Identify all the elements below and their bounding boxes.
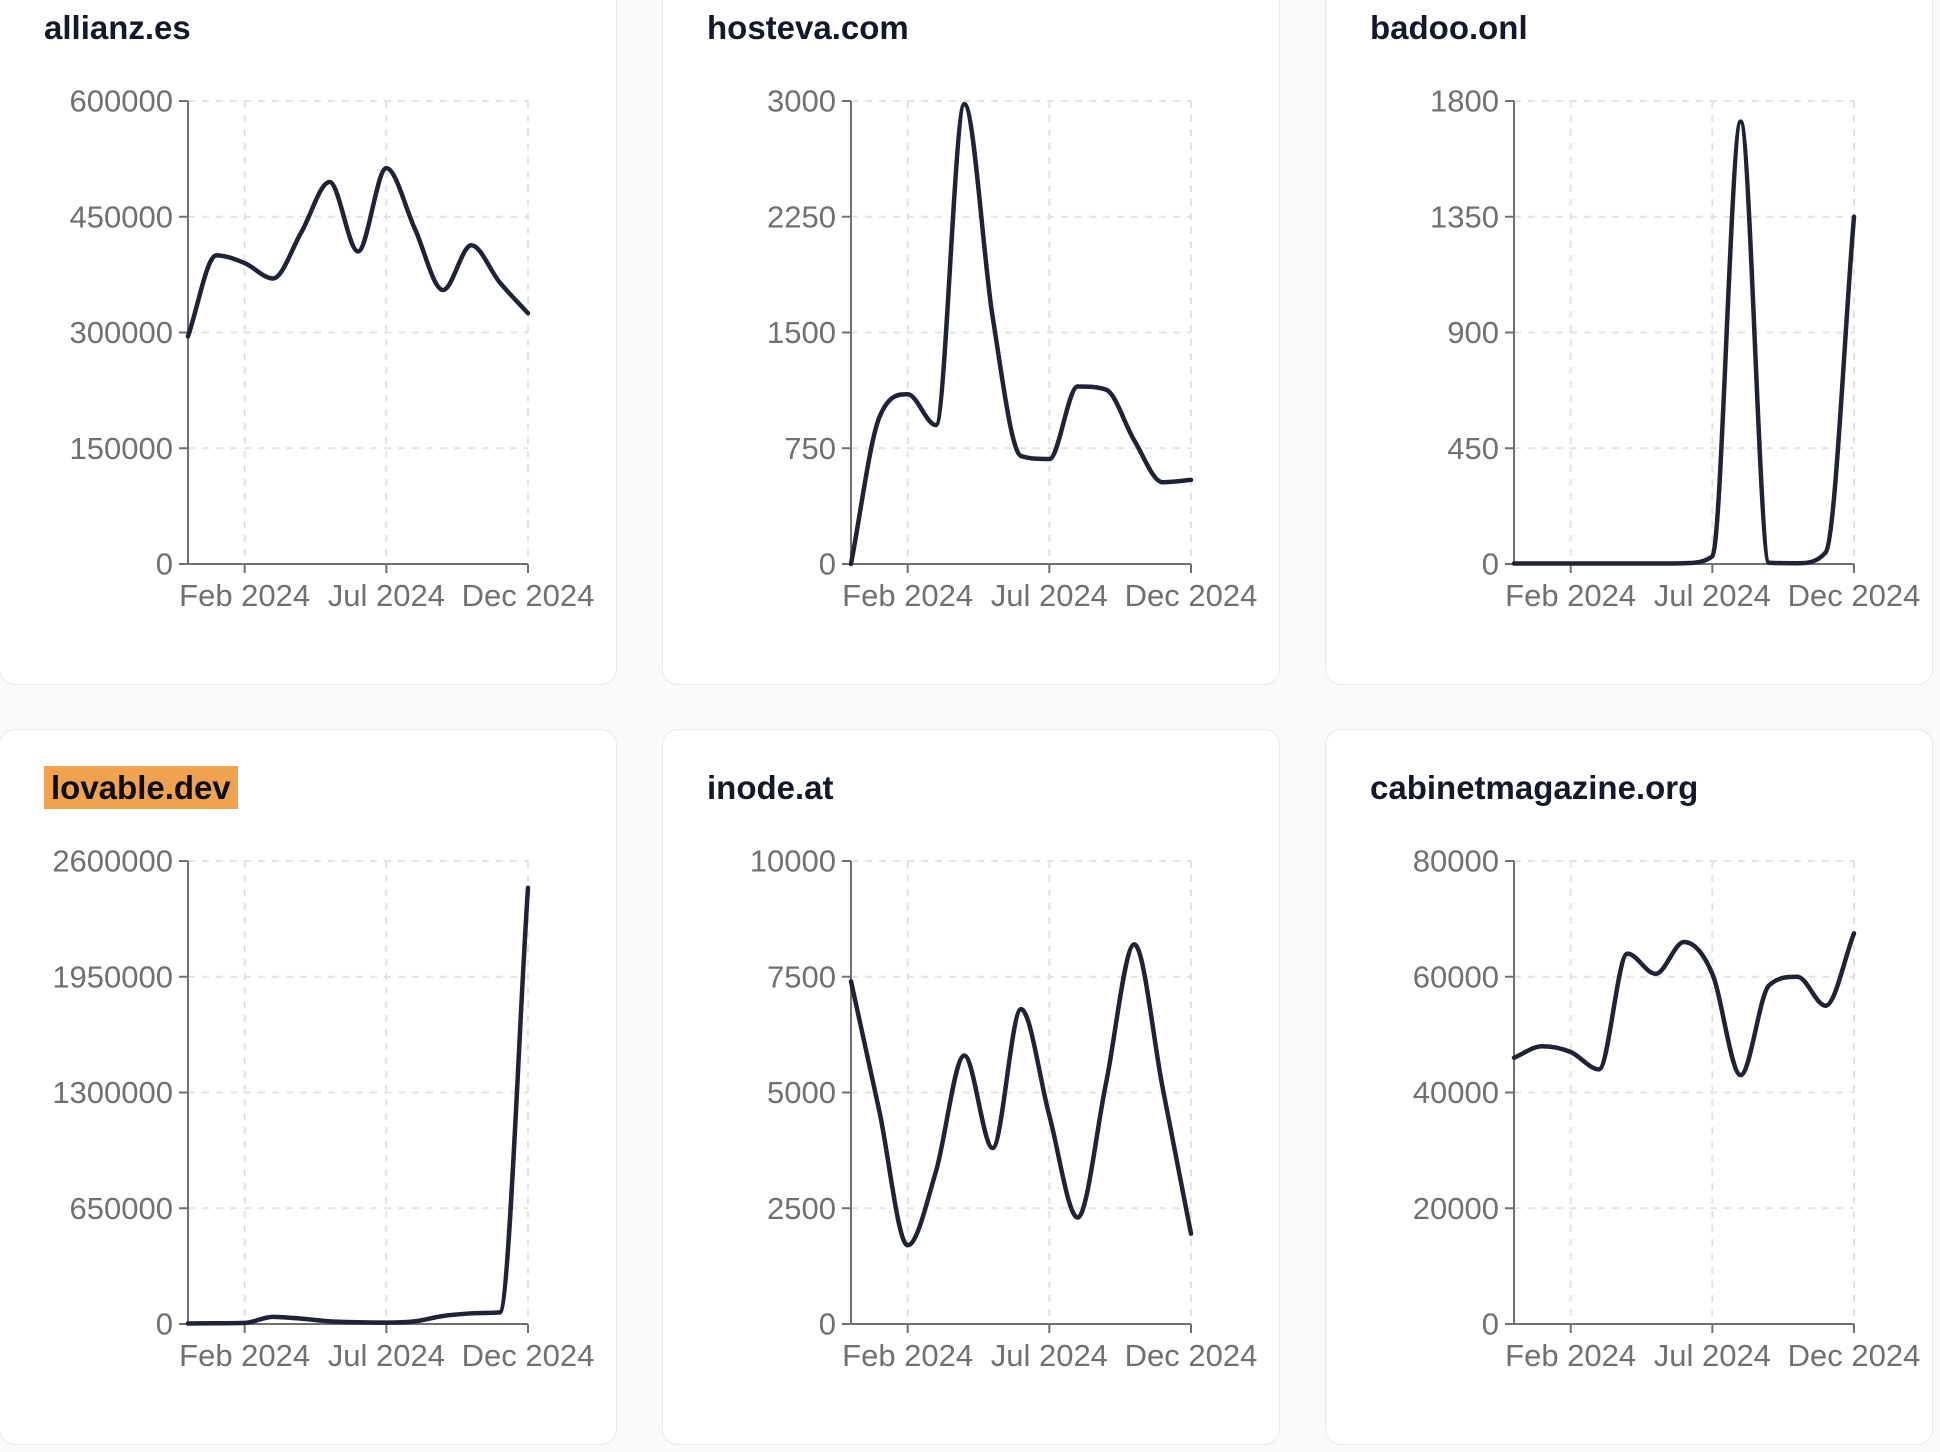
y-tick-label: 20000 xyxy=(1413,1191,1499,1226)
y-tick-label: 2600000 xyxy=(52,844,173,879)
y-tick-label: 1500 xyxy=(767,315,836,350)
line-chart: 0 20000 40000 60000 80000 Feb 2024 Jul 2024 Dec… xyxy=(1413,844,1921,1374)
x-tick-label: Feb 2024 xyxy=(842,578,973,613)
x-tick-label: Feb 2024 xyxy=(179,578,310,613)
chart-title-highlight: lovable.dev xyxy=(44,766,238,809)
y-tick-label: 0 xyxy=(1482,1307,1499,1342)
x-tick-label: Jul 2024 xyxy=(328,578,445,613)
x-tick-label: Dec 2024 xyxy=(462,1338,595,1373)
x-tick-label: Dec 2024 xyxy=(1125,1338,1258,1373)
x-tick-label: Dec 2024 xyxy=(462,578,595,613)
y-tick-label: 750 xyxy=(784,431,836,466)
x-tick-label: Dec 2024 xyxy=(1788,578,1921,613)
chart-card[interactable]: hosteva.com 0 750 1500 2250 3000 Feb 2024 Jul … xyxy=(662,0,1280,685)
y-tick-label: 150000 xyxy=(70,431,173,466)
chart-title: lovable.dev xyxy=(44,766,238,809)
chart-card[interactable]: lovable.dev 0 650000 1300000 1950000 2600000… xyxy=(0,729,617,1445)
x-tick-label: Feb 2024 xyxy=(842,1338,973,1373)
chart-card[interactable]: allianz.es 0 150000 300000 450000 600000 Feb … xyxy=(0,0,617,685)
y-tick-label: 3000 xyxy=(767,84,836,119)
y-tick-label: 0 xyxy=(819,1307,836,1342)
x-tick-label: Feb 2024 xyxy=(1505,1338,1636,1373)
y-tick-label: 650000 xyxy=(70,1191,173,1226)
x-tick-label: Jul 2024 xyxy=(991,1338,1108,1373)
data-line xyxy=(185,165,531,339)
chart-title: inode.at xyxy=(707,768,834,808)
y-tick-label: 1800 xyxy=(1430,84,1499,119)
data-line xyxy=(185,885,531,1326)
chart-card[interactable]: inode.at 0 2500 5000 7500 10000 Feb 2024 Jul 2… xyxy=(662,729,1280,1445)
y-tick-label: 60000 xyxy=(1413,959,1499,994)
y-tick-label: 10000 xyxy=(750,844,836,879)
line-chart: 0 750 1500 2250 3000 Feb 2024 Jul 2024 Dec 2024 xyxy=(767,84,1258,614)
x-tick-label: Dec 2024 xyxy=(1788,1338,1921,1373)
y-tick-label: 2500 xyxy=(767,1191,836,1226)
y-tick-label: 0 xyxy=(156,1307,173,1342)
y-tick-label: 5000 xyxy=(767,1075,836,1110)
y-tick-label: 450 xyxy=(1447,431,1499,466)
chart-title: badoo.onl xyxy=(1370,8,1528,48)
x-tick-label: Jul 2024 xyxy=(1654,578,1771,613)
y-tick-label: 300000 xyxy=(70,315,173,350)
y-tick-label: 1950000 xyxy=(52,959,173,994)
y-tick-label: 450000 xyxy=(70,199,173,234)
data-line xyxy=(1511,931,1857,1078)
x-tick-label: Jul 2024 xyxy=(328,1338,445,1373)
chart-title: hosteva.com xyxy=(707,8,909,48)
y-tick-label: 1300000 xyxy=(52,1075,173,1110)
y-tick-label: 600000 xyxy=(70,84,173,119)
y-tick-label: 2250 xyxy=(767,199,836,234)
chart-title: cabinetmagazine.org xyxy=(1370,768,1698,808)
y-tick-label: 0 xyxy=(819,547,836,582)
x-tick-label: Dec 2024 xyxy=(1125,578,1258,613)
y-tick-label: 80000 xyxy=(1413,844,1499,879)
x-tick-label: Jul 2024 xyxy=(1654,1338,1771,1373)
y-tick-label: 0 xyxy=(1482,547,1499,582)
y-tick-label: 900 xyxy=(1447,315,1499,350)
x-tick-label: Jul 2024 xyxy=(991,578,1108,613)
data-line xyxy=(1511,119,1857,566)
y-tick-label: 0 xyxy=(156,547,173,582)
line-chart: 0 650000 1300000 1950000 2600000 Feb 2024 Jul … xyxy=(52,844,595,1374)
chart-title: allianz.es xyxy=(44,8,191,48)
y-tick-label: 7500 xyxy=(767,959,836,994)
y-tick-label: 40000 xyxy=(1413,1075,1499,1110)
data-line xyxy=(848,942,1194,1248)
y-tick-label: 1350 xyxy=(1430,199,1499,234)
chart-title-text: cabinetmagazine.org xyxy=(1370,769,1699,806)
chart-title-text: hosteva.com xyxy=(707,9,909,46)
x-tick-label: Feb 2024 xyxy=(179,1338,310,1373)
chart-title-text: inode.at xyxy=(707,769,834,806)
chart-card[interactable]: cabinetmagazine.org 0 20000 40000 60000 8000… xyxy=(1325,729,1933,1445)
line-chart: 0 450 900 1350 1800 Feb 2024 Jul 2024 Dec 2024 xyxy=(1430,84,1921,614)
chart-title-text: allianz.es xyxy=(44,9,191,46)
line-chart: 0 150000 300000 450000 600000 Feb 2024 Jul 202… xyxy=(70,84,595,614)
chart-title-text: badoo.onl xyxy=(1370,9,1528,46)
data-line xyxy=(848,101,1194,567)
line-chart: 0 2500 5000 7500 10000 Feb 2024 Jul 2024 Dec 20… xyxy=(750,844,1258,1374)
chart-card[interactable]: badoo.onl 0 450 900 1350 1800 Feb 2024 Jul 202… xyxy=(1325,0,1933,685)
x-tick-label: Feb 2024 xyxy=(1505,578,1636,613)
